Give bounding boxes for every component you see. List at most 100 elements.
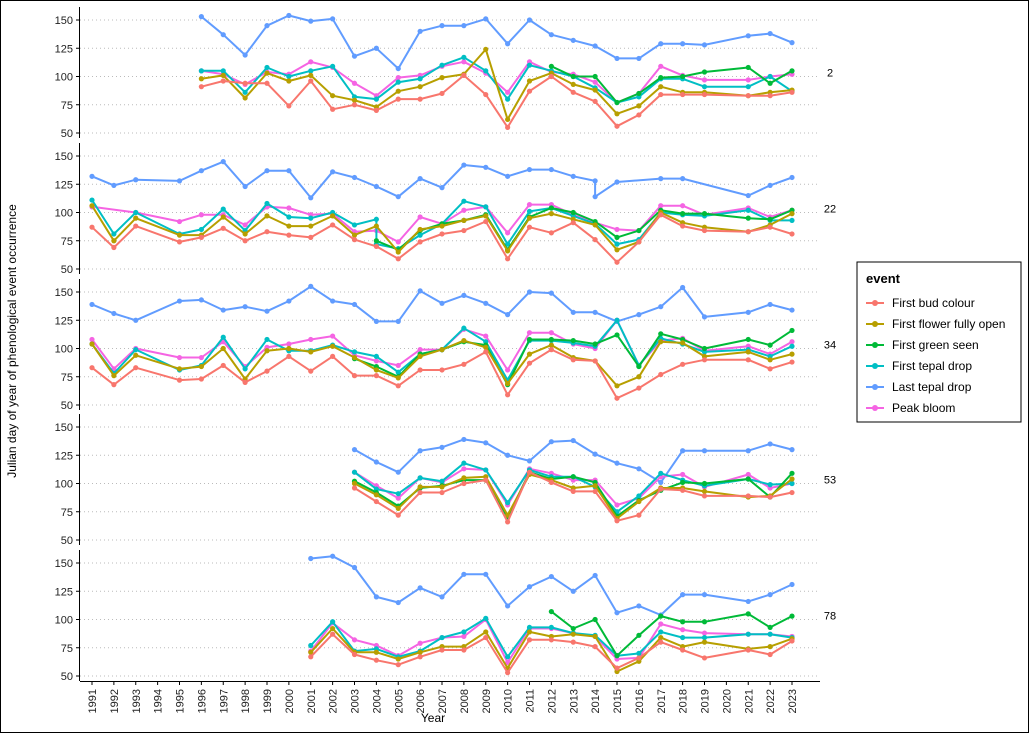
- data-point: [220, 72, 226, 78]
- data-point: [701, 314, 708, 320]
- data-point: [264, 200, 270, 207]
- data-point: [242, 89, 248, 95]
- data-point: [461, 460, 467, 466]
- data-point: [548, 63, 554, 69]
- data-point: [286, 78, 292, 84]
- data-point: [461, 325, 467, 331]
- data-point: [548, 166, 554, 173]
- data-point: [767, 73, 773, 80]
- data-point: [242, 80, 248, 86]
- data-point: [111, 231, 117, 237]
- x-tick-label: 2013: [568, 689, 580, 713]
- data-point: [658, 304, 664, 310]
- data-point: [701, 480, 708, 487]
- data-point: [745, 229, 751, 235]
- data-point: [745, 493, 751, 499]
- y-tick-label: 75: [61, 236, 73, 248]
- data-point: [701, 634, 708, 641]
- data-point: [242, 52, 248, 58]
- data-point: [133, 347, 139, 353]
- data-point: [701, 639, 708, 645]
- data-point: [308, 654, 314, 660]
- data-point: [505, 392, 511, 398]
- data-point: [614, 332, 620, 338]
- data-point: [526, 624, 533, 631]
- data-point: [483, 164, 489, 170]
- data-point: [614, 259, 620, 265]
- data-point: [526, 469, 533, 475]
- data-point: [592, 616, 598, 623]
- data-point: [417, 489, 423, 496]
- data-point: [395, 599, 401, 606]
- data-point: [461, 198, 467, 204]
- data-point: [439, 300, 445, 306]
- data-point: [417, 654, 423, 660]
- x-tick-label: 1996: [196, 689, 208, 713]
- data-point: [395, 362, 401, 369]
- data-point: [767, 631, 773, 637]
- x-tick-label: 2007: [437, 689, 449, 713]
- data-point: [308, 336, 314, 343]
- data-point: [548, 290, 554, 296]
- data-point: [461, 217, 467, 224]
- x-tick-label: 2014: [590, 689, 602, 713]
- legend-item: Last tepal drop: [866, 380, 972, 394]
- data-point: [701, 42, 708, 48]
- data-point: [614, 653, 620, 659]
- x-tick-label: 2003: [350, 689, 362, 713]
- x-tick-label: 1997: [218, 689, 230, 713]
- data-point: [789, 359, 795, 365]
- legend-item: First bud colour: [866, 296, 975, 310]
- data-point: [614, 502, 620, 508]
- y-tick-label: 125: [55, 450, 73, 462]
- y-tick-label: 150: [55, 151, 73, 163]
- legend-item: First tepal drop: [866, 359, 972, 373]
- data-point: [373, 459, 379, 465]
- data-point: [658, 203, 664, 209]
- data-point: [461, 633, 467, 640]
- data-point: [636, 603, 642, 609]
- series-line: [354, 473, 793, 520]
- data-point: [592, 237, 598, 243]
- data-point: [505, 519, 511, 525]
- data-point: [636, 239, 642, 245]
- data-point: [680, 203, 686, 209]
- data-point: [176, 239, 183, 245]
- data-point: [526, 166, 533, 173]
- data-point: [176, 366, 183, 372]
- data-point: [505, 248, 511, 254]
- data-point: [395, 505, 401, 511]
- data-point: [395, 249, 401, 255]
- data-point: [395, 512, 401, 518]
- data-point: [133, 352, 139, 358]
- data-point: [439, 347, 445, 353]
- data-point: [570, 173, 576, 179]
- data-point: [439, 478, 445, 484]
- data-point: [614, 99, 620, 106]
- data-point: [373, 318, 379, 324]
- data-point: [526, 330, 533, 336]
- data-point: [483, 344, 489, 350]
- data-point: [351, 174, 358, 181]
- data-point: [439, 23, 445, 29]
- data-point: [417, 96, 423, 102]
- data-point: [417, 448, 423, 454]
- data-point: [767, 482, 773, 488]
- data-point: [636, 103, 642, 109]
- data-point: [286, 168, 292, 174]
- data-point: [789, 581, 795, 588]
- data-point: [286, 73, 292, 80]
- data-point: [767, 30, 773, 37]
- data-point: [286, 298, 292, 304]
- data-point: [198, 363, 204, 370]
- data-point: [286, 223, 292, 229]
- data-point: [767, 301, 773, 308]
- data-point: [505, 312, 511, 318]
- y-tick-label: 100: [55, 208, 73, 220]
- data-point: [439, 185, 445, 191]
- data-point: [417, 28, 423, 34]
- legend-label: First flower fully open: [892, 317, 1005, 331]
- data-point: [614, 610, 620, 616]
- series-line: [310, 627, 793, 673]
- data-point: [220, 214, 226, 220]
